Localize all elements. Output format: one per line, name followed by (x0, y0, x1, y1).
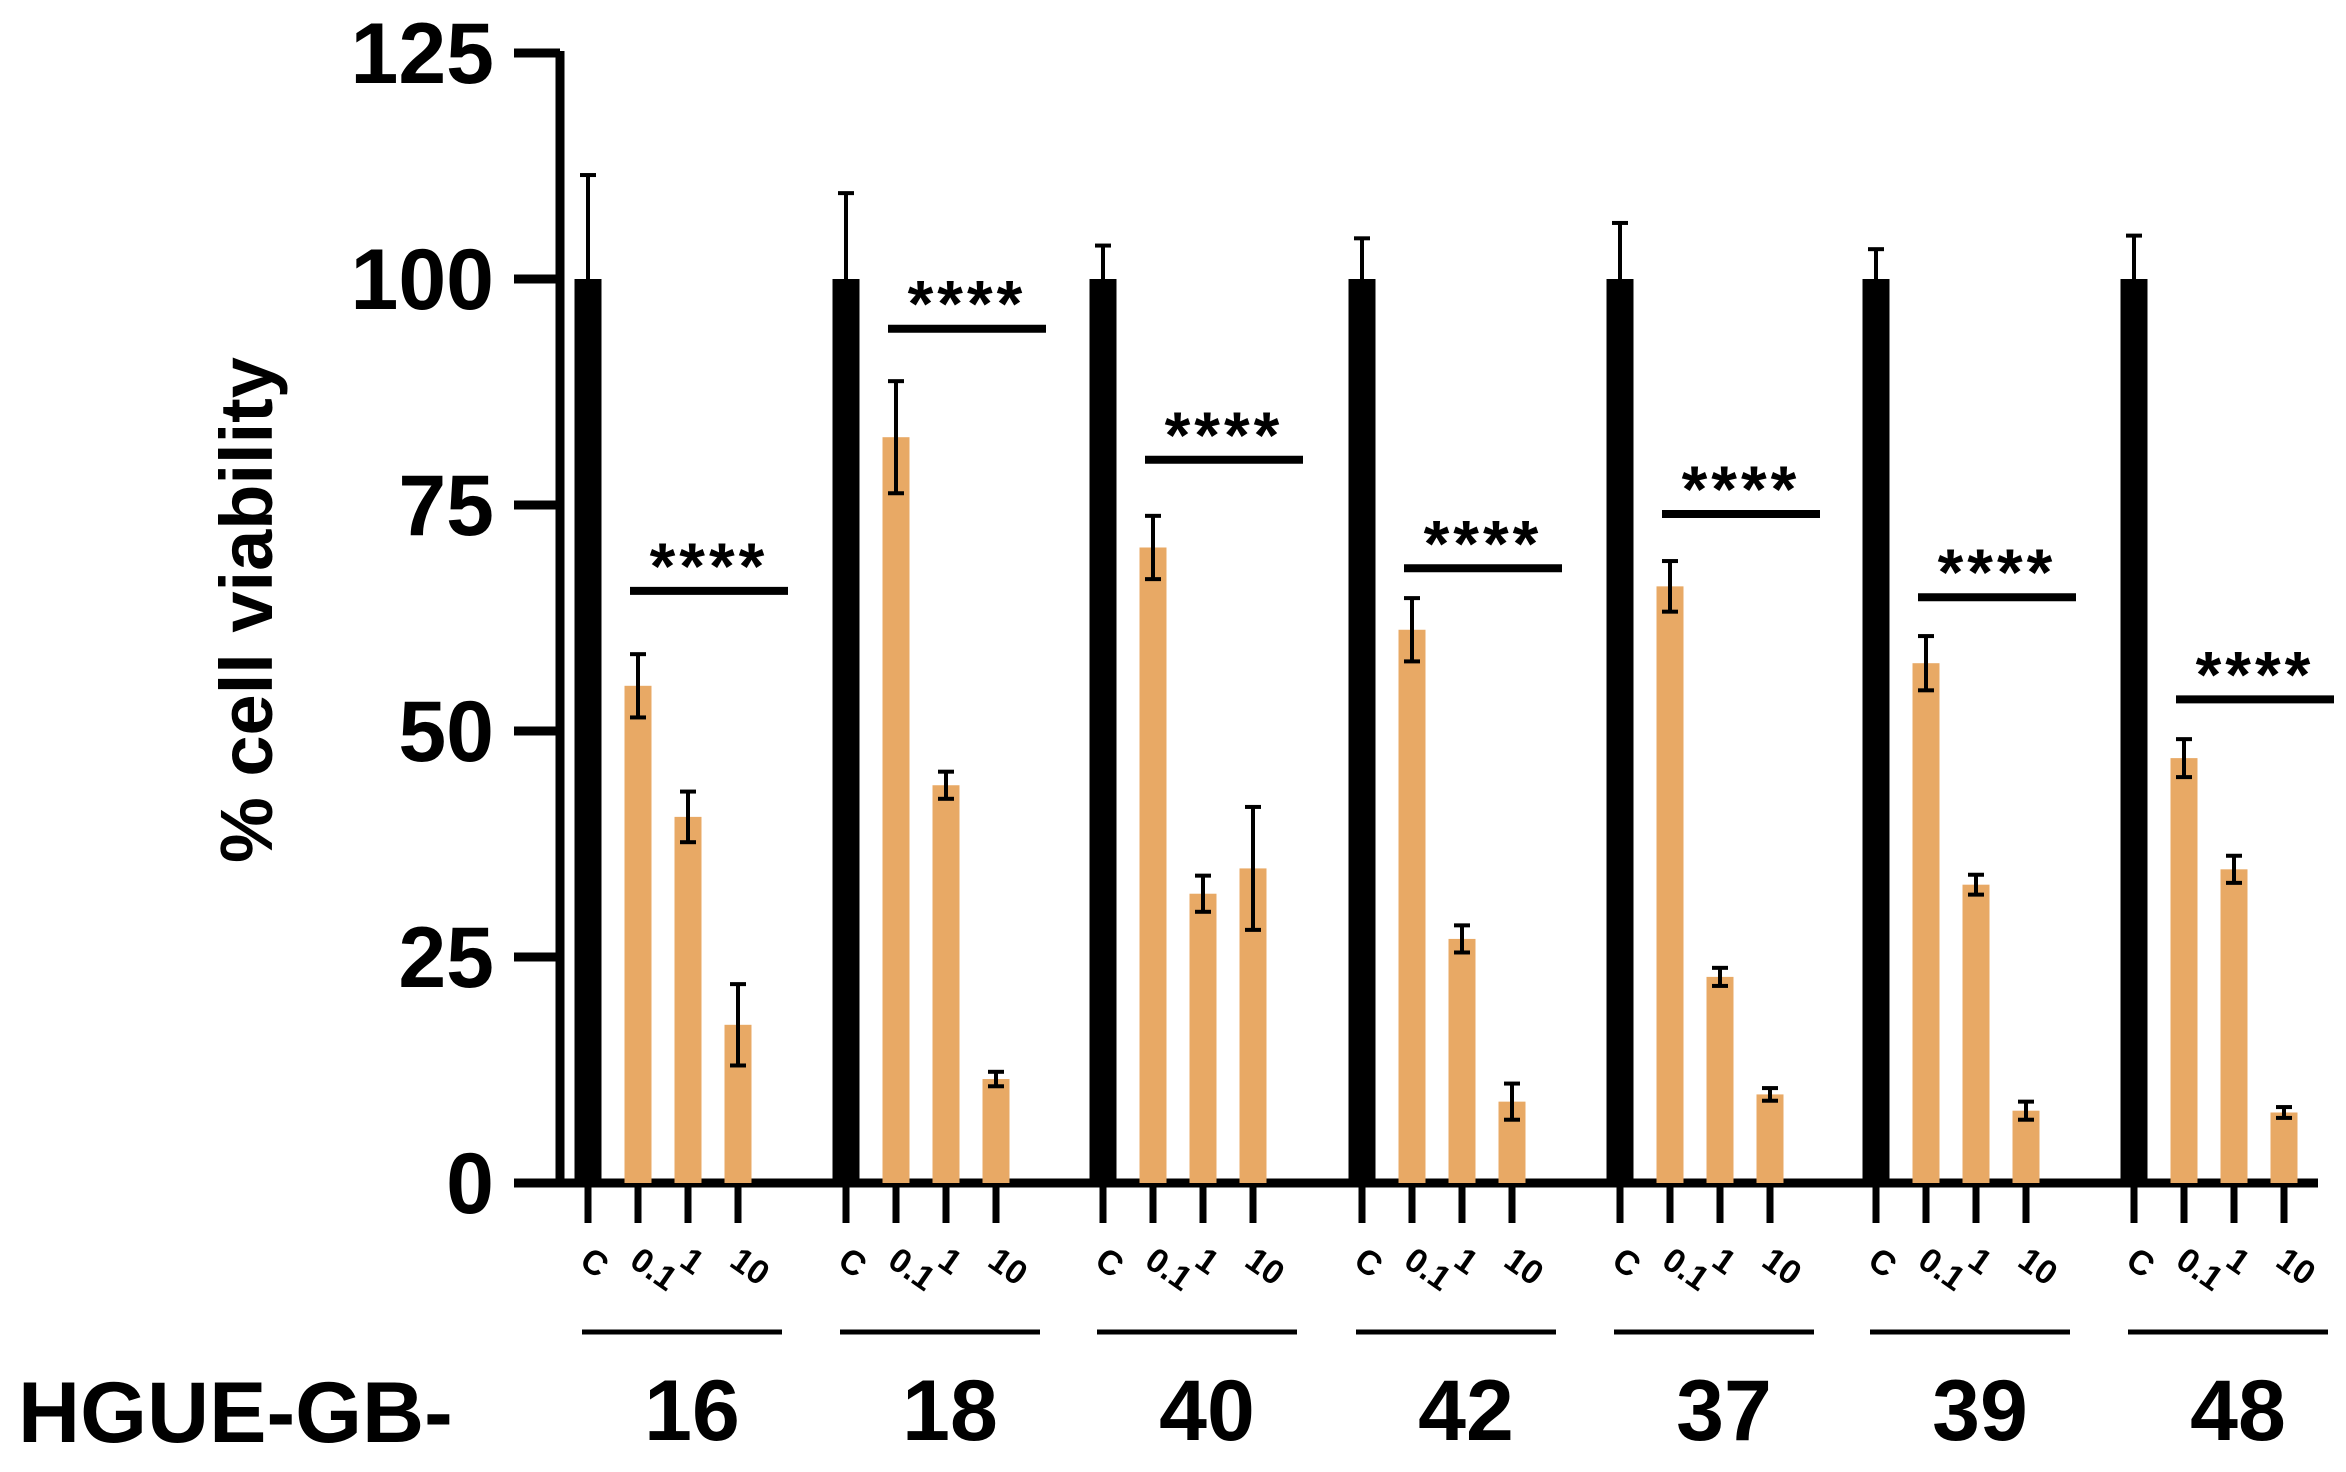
treatment-bar (1398, 629, 1426, 1183)
condition-label: C (1861, 1240, 1903, 1285)
treatment-bar (982, 1079, 1010, 1183)
y-tick-label: 50 (398, 684, 494, 780)
treatment-bar (1448, 938, 1476, 1183)
bars-layer (574, 279, 2298, 1183)
condition-label: 10 (723, 1240, 776, 1293)
treatment-bar (932, 785, 960, 1183)
control-bar (832, 279, 860, 1183)
condition-label: 10 (1497, 1240, 1550, 1293)
condition-label: 1 (931, 1240, 968, 1282)
condition-label: 1 (2219, 1240, 2256, 1282)
group-prefix-label: HGUE-GB- (18, 1365, 453, 1461)
control-bar (1606, 279, 1634, 1183)
error-bars-layer (580, 173, 2292, 1122)
significance-stars: **** (2196, 637, 2315, 711)
significance-stars: **** (650, 529, 769, 603)
condition-label: C (1605, 1240, 1647, 1285)
treatment-bar (1756, 1094, 1784, 1183)
group-label: 40 (1159, 1363, 1255, 1459)
significance-stars: **** (908, 267, 1027, 341)
y-tick-label: 100 (351, 232, 495, 328)
group-label: 48 (2190, 1363, 2286, 1459)
significance-stars: **** (1424, 506, 1543, 580)
treatment-bar (1912, 663, 1940, 1183)
y-tick-label: 0 (446, 1136, 494, 1232)
treatment-bar (1706, 976, 1734, 1183)
group-label: 39 (1932, 1363, 2028, 1459)
control-bar (1348, 279, 1376, 1183)
condition-label: 10 (2011, 1240, 2064, 1293)
treatment-bar (624, 685, 652, 1183)
treatment-bar (1656, 586, 1684, 1183)
significance-stars: **** (1165, 398, 1284, 472)
condition-label: 1 (1188, 1240, 1225, 1282)
significance-stars: **** (1938, 535, 2057, 609)
condition-label: 10 (1238, 1240, 1291, 1293)
group-label: 42 (1418, 1363, 1514, 1459)
control-bar (1089, 279, 1117, 1183)
condition-label: 1 (673, 1240, 710, 1282)
group-label: 18 (902, 1363, 998, 1459)
treatment-bar (2170, 758, 2198, 1183)
treatment-bar (2012, 1110, 2040, 1183)
condition-label: 1 (1705, 1240, 1742, 1282)
treatment-bar (2270, 1112, 2298, 1183)
condition-label: C (831, 1240, 873, 1285)
significance-stars: **** (1682, 452, 1801, 526)
treatment-bar (2220, 869, 2248, 1183)
condition-label: 1 (1961, 1240, 1998, 1282)
significance-layer: **** **** **** **** **** **** **** (630, 267, 2334, 711)
condition-label: C (1347, 1240, 1389, 1285)
treatment-bar (1139, 547, 1167, 1183)
condition-label: C (2119, 1240, 2161, 1285)
y-tick-label: 75 (398, 458, 494, 554)
treatment-bar (674, 816, 702, 1183)
treatment-bar (1189, 893, 1217, 1183)
y-tick-label: 125 (351, 6, 495, 102)
condition-label: C (573, 1240, 615, 1285)
control-bar (574, 279, 602, 1183)
y-tick-label: 25 (398, 910, 494, 1006)
treatment-bar (882, 437, 910, 1183)
control-bar (1862, 279, 1890, 1183)
y-axis: 0 25 50 75 100 125 (351, 6, 565, 1232)
group-label: 16 (644, 1363, 740, 1459)
condition-label: 10 (1755, 1240, 1808, 1293)
group-label: 37 (1676, 1363, 1772, 1459)
x-axis (556, 1178, 2318, 1223)
control-bar (2120, 279, 2148, 1183)
treatment-bar (1962, 884, 1990, 1183)
condition-label: 1 (1447, 1240, 1484, 1282)
condition-label: 10 (2269, 1240, 2322, 1293)
condition-label: 10 (981, 1240, 1034, 1293)
y-axis-title: % cell viability (205, 357, 288, 863)
condition-label: C (1088, 1240, 1130, 1285)
